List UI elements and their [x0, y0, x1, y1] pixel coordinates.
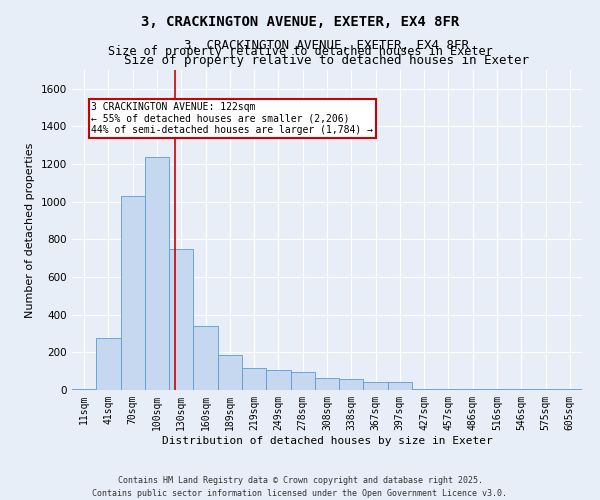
Bar: [121, 196, 145, 390]
Bar: [242, 368, 266, 390]
Bar: [436, 389, 461, 390]
Bar: [218, 355, 242, 390]
Bar: [388, 382, 412, 390]
Bar: [533, 389, 558, 390]
X-axis label: Distribution of detached houses by size in Exeter: Distribution of detached houses by size …: [161, 436, 493, 446]
Bar: [72, 389, 96, 390]
Bar: [364, 382, 388, 390]
Text: Contains HM Land Registry data © Crown copyright and database right 2025.
Contai: Contains HM Land Registry data © Crown c…: [92, 476, 508, 498]
Bar: [169, 249, 193, 390]
Text: 3, CRACKINGTON AVENUE, EXETER, EX4 8FR: 3, CRACKINGTON AVENUE, EXETER, EX4 8FR: [141, 15, 459, 29]
Bar: [339, 378, 364, 390]
Bar: [315, 378, 339, 390]
Bar: [266, 370, 290, 390]
Bar: [485, 389, 509, 390]
Bar: [461, 389, 485, 390]
Bar: [412, 389, 436, 390]
Bar: [145, 156, 169, 390]
Y-axis label: Number of detached properties: Number of detached properties: [25, 142, 35, 318]
Title: 3, CRACKINGTON AVENUE, EXETER, EX4 8FR
Size of property relative to detached hou: 3, CRACKINGTON AVENUE, EXETER, EX4 8FR S…: [125, 40, 530, 68]
Bar: [193, 326, 218, 390]
Text: Size of property relative to detached houses in Exeter: Size of property relative to detached ho…: [107, 45, 493, 58]
Bar: [509, 389, 533, 390]
Bar: [290, 372, 315, 390]
Text: 3 CRACKINGTON AVENUE: 122sqm
← 55% of detached houses are smaller (2,206)
44% of: 3 CRACKINGTON AVENUE: 122sqm ← 55% of de…: [91, 102, 373, 135]
Bar: [96, 338, 121, 390]
